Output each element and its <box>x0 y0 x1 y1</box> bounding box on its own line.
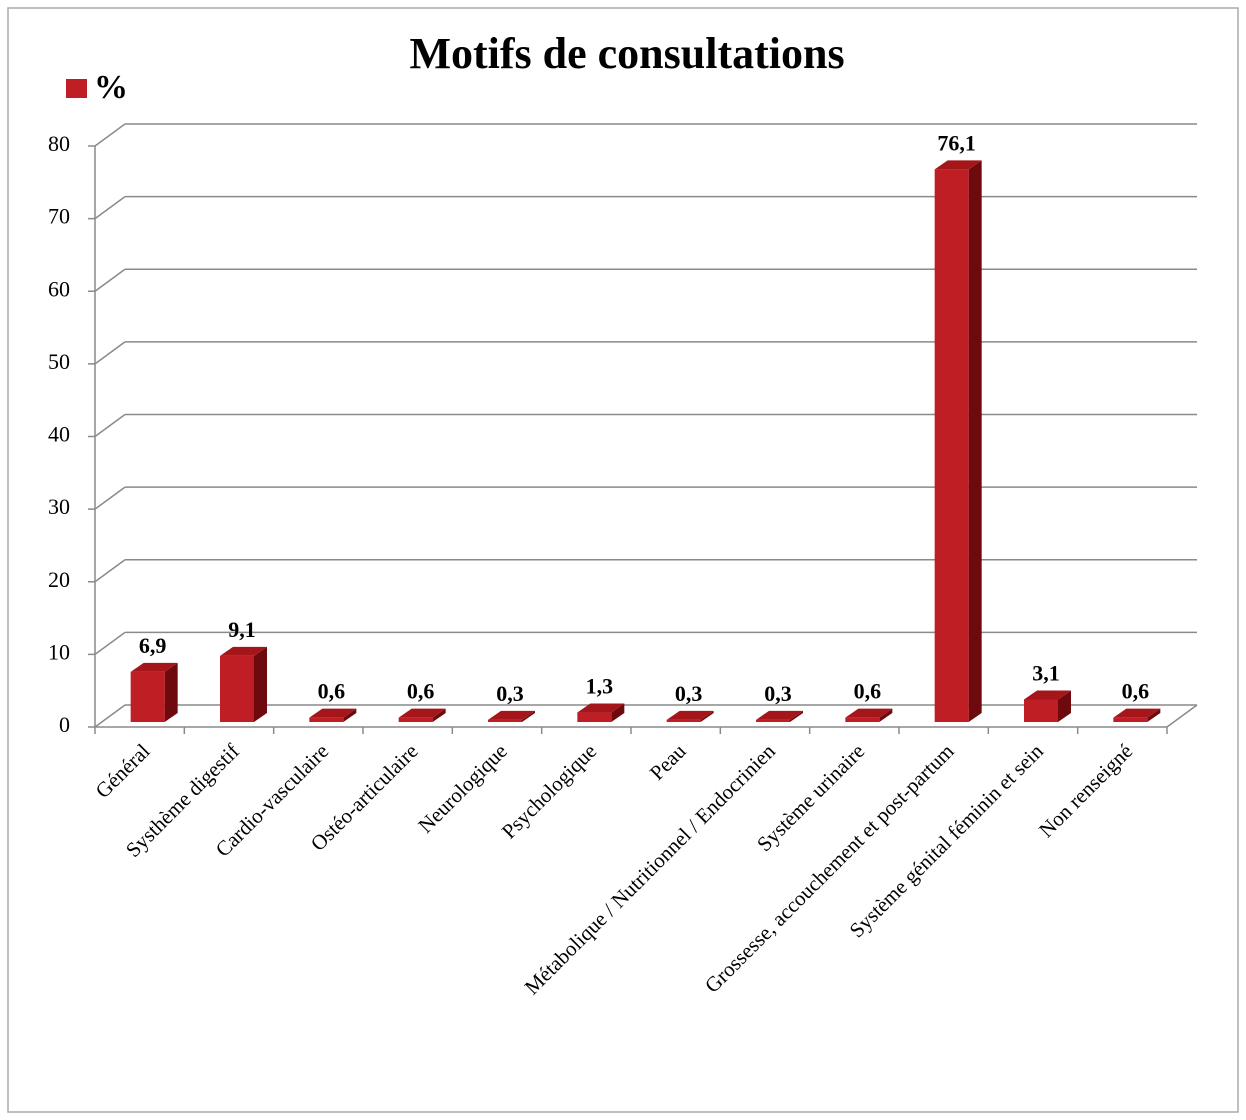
data-label: 6,9 <box>139 633 167 658</box>
bar-front <box>398 717 433 722</box>
data-label: 0,3 <box>764 681 792 706</box>
bar-top <box>577 703 625 713</box>
wall-line <box>94 123 126 147</box>
bar-front <box>756 719 790 722</box>
bar <box>130 662 178 722</box>
wall-line <box>94 704 126 728</box>
wall-line <box>94 631 126 655</box>
bar-side <box>700 710 714 722</box>
bar <box>577 703 625 722</box>
data-label: 0,6 <box>1122 679 1150 704</box>
bar-side <box>164 662 178 722</box>
bar-side <box>432 708 446 722</box>
data-label: 0,6 <box>407 679 435 704</box>
data-label: 76,1 <box>937 130 976 155</box>
bar-side <box>343 708 357 722</box>
bar-top <box>220 646 267 656</box>
bar <box>934 160 982 723</box>
bar-top <box>666 710 714 720</box>
data-label: 0,6 <box>854 679 882 704</box>
y-tick-label: 50 <box>48 349 70 374</box>
bar-top <box>1024 690 1071 700</box>
bar-top <box>309 708 357 718</box>
bar-top <box>488 710 535 720</box>
floor-edge <box>1166 704 1198 728</box>
y-tick-label: 80 <box>48 131 70 156</box>
wall-line <box>94 341 126 365</box>
wall-line <box>94 559 126 583</box>
bar-top <box>934 160 982 170</box>
bar-side <box>1058 690 1071 722</box>
bar-front <box>220 655 254 722</box>
bar-front <box>130 671 165 722</box>
bar-front <box>488 719 522 722</box>
data-label: 3,1 <box>1032 661 1060 686</box>
bar-side <box>254 646 267 722</box>
bar <box>488 710 535 722</box>
bar-front <box>577 712 612 722</box>
bar-side <box>790 710 803 722</box>
legend-swatch <box>66 79 87 98</box>
bar <box>756 710 803 722</box>
wall-line <box>94 268 126 292</box>
data-label: 9,1 <box>228 617 256 642</box>
legend-label: % <box>94 69 128 106</box>
bar-side <box>611 703 625 722</box>
wall-line <box>94 486 126 510</box>
y-tick-label: 70 <box>48 204 70 229</box>
bar-top <box>130 662 178 672</box>
y-tick-label: 10 <box>48 639 70 664</box>
data-label: 0,6 <box>318 679 346 704</box>
bar <box>398 708 446 722</box>
y-tick-label: 0 <box>59 712 70 737</box>
data-label: 0,3 <box>496 681 524 706</box>
y-tick-label: 30 <box>48 494 70 519</box>
bar-side <box>879 708 893 722</box>
bar-front <box>309 717 344 722</box>
bar-top <box>756 710 803 720</box>
bar <box>666 710 714 722</box>
bar <box>309 708 357 722</box>
bar-front <box>1024 699 1058 722</box>
bar-front <box>934 169 969 723</box>
bar-top <box>398 708 446 718</box>
y-tick-label: 40 <box>48 422 70 447</box>
bar <box>1113 708 1161 722</box>
bar <box>220 646 267 722</box>
wall-line <box>94 413 126 438</box>
bar <box>1024 690 1071 722</box>
bar-front <box>1113 717 1148 722</box>
bar-top <box>1113 708 1161 718</box>
bar-side <box>968 160 982 723</box>
bar-side <box>1147 708 1161 722</box>
bar-front <box>845 717 880 722</box>
y-tick-label: 60 <box>48 276 70 301</box>
bar-top <box>845 708 893 718</box>
data-label: 1,3 <box>586 674 614 699</box>
bar <box>845 708 893 722</box>
bar-side <box>522 710 535 722</box>
bar-front <box>666 719 701 722</box>
data-label: 0,3 <box>675 681 703 706</box>
wall-line <box>94 196 126 220</box>
y-tick-label: 20 <box>48 567 70 592</box>
chart-title: Motifs de consultations <box>409 29 844 78</box>
